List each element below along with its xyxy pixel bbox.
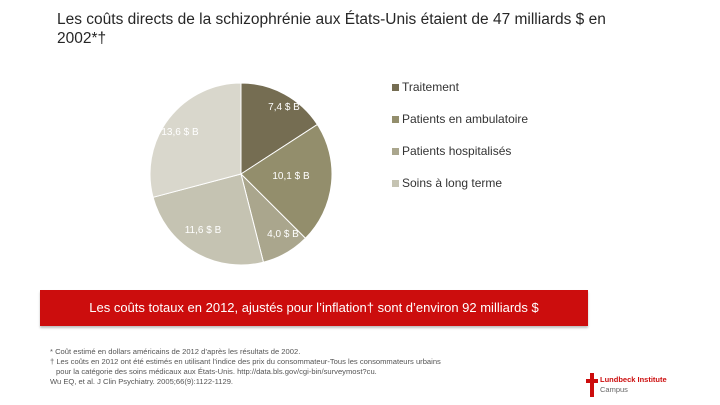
legend-label: Soins à long terme	[402, 176, 503, 190]
footnote-line: * Coût estimé en dollars américains de 2…	[50, 347, 301, 356]
legend-item-ambulatoire: Patients en ambulatoire	[392, 112, 528, 126]
footnote-line: pour la catégorie des soins médicaux aux…	[56, 367, 377, 376]
slide-title: Les coûts directs de la schizophrénie au…	[57, 11, 606, 47]
logo-subtitle: Campus	[600, 385, 628, 394]
pie-slice-label: 7,4 $ B	[268, 102, 300, 113]
legend-item-traitement: Traitement	[392, 80, 459, 94]
legend-label: Traitement	[402, 80, 459, 94]
pie-slice-label: 13,6 $ B	[161, 127, 199, 138]
total-cost-banner: Les coûts totaux en 2012, ajustés pour l…	[40, 290, 588, 326]
pie-slice	[240, 123, 333, 239]
pie-slice-label: 10,1 $ B	[272, 171, 310, 182]
legend-item-long-terme: Soins à long terme	[392, 176, 502, 190]
legend-swatch	[392, 179, 399, 187]
pie-slices	[149, 82, 333, 266]
legend-swatch	[392, 115, 399, 123]
lundbeck-logo: Lundbeck Institute Campus	[586, 373, 696, 399]
legend-item-hospitalises: Patients hospitalisés	[392, 144, 511, 158]
legend-swatch	[392, 83, 399, 91]
pie-labels: 7,4 $ B 10,1 $ B 4,0 $ B 11,6 $ B 13,6 $ B	[161, 102, 310, 240]
footnote-line: † Les coûts en 2012 ont été estimés en u…	[50, 357, 441, 366]
footnotes: * Coût estimé en dollars américains de 2…	[50, 347, 570, 387]
logo-name: Lundbeck Institute	[600, 375, 667, 384]
pie-slice	[240, 82, 319, 175]
logo-cross-icon	[586, 373, 598, 397]
pie-slice	[149, 82, 242, 198]
pie-slice-label: 11,6 $ B	[185, 225, 222, 236]
legend-label: Patients hospitalisés	[402, 144, 512, 158]
footnote-reference: Wu EQ, et al. J Clin Psychiatry. 2005;66…	[50, 377, 234, 386]
legend-label: Patients en ambulatoire	[402, 112, 529, 126]
pie-slice	[152, 173, 265, 266]
legend-swatch	[392, 147, 399, 155]
pie-slice-label: 4,0 $ B	[267, 229, 299, 240]
